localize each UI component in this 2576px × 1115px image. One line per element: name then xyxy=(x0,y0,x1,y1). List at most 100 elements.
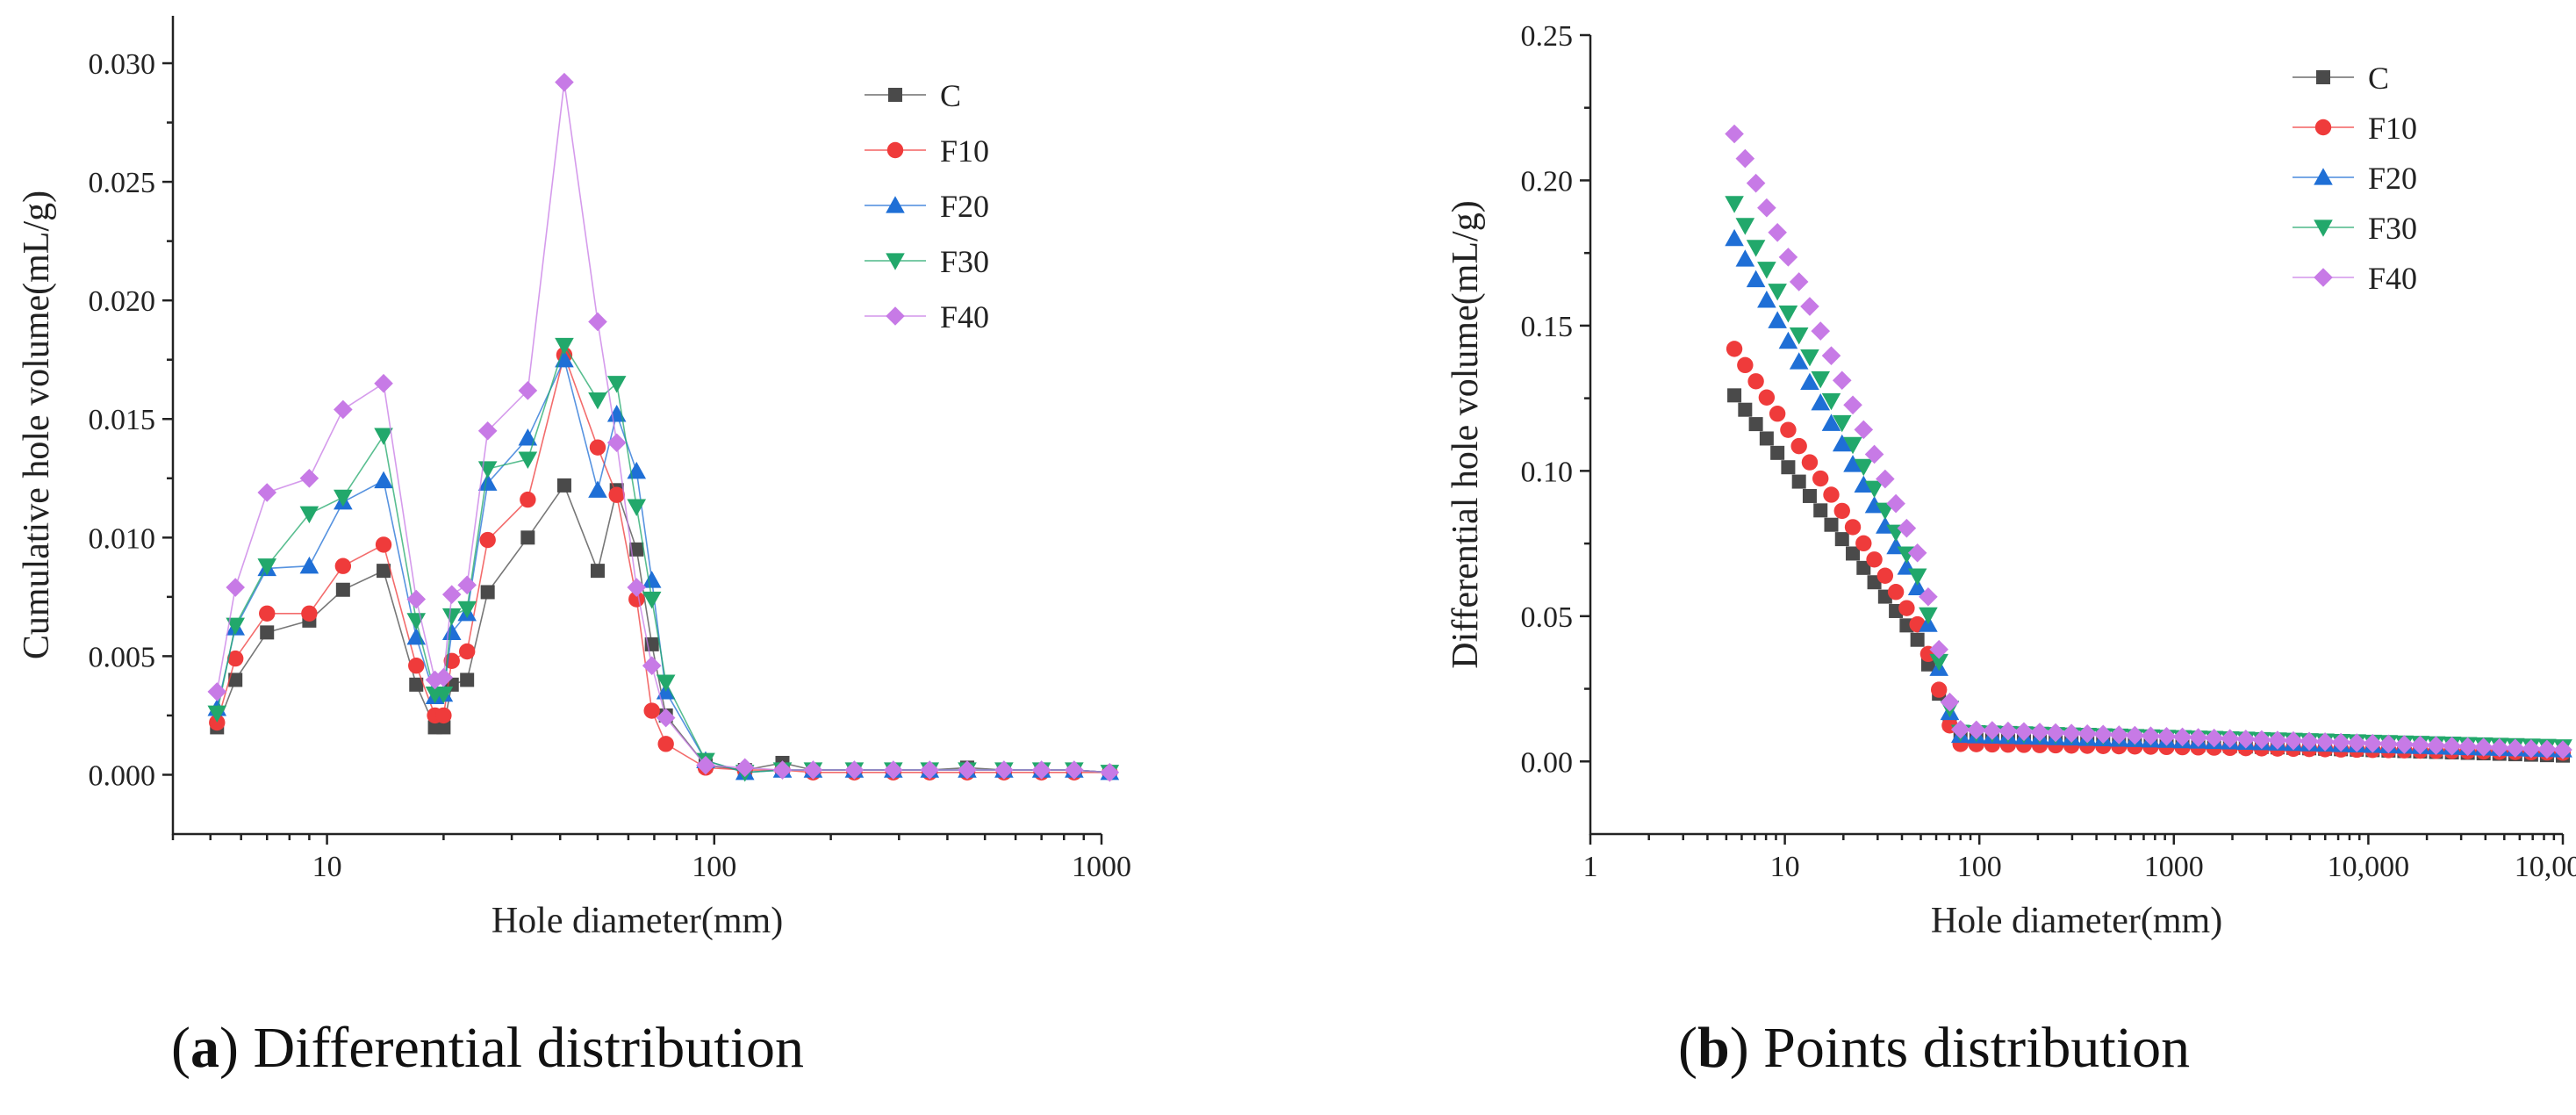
chart-b-point-f40 xyxy=(2141,726,2161,745)
chart-b-point-f40 xyxy=(2109,725,2129,745)
chart-a-point-f30 xyxy=(334,489,353,507)
chart-b-point-f20 xyxy=(1789,352,1809,370)
chart-b-point-c xyxy=(1748,417,1763,432)
chart-a-point-f40 xyxy=(884,760,903,780)
chart-b-point-c xyxy=(1910,632,1925,647)
chart-b-point-f40 xyxy=(2252,730,2271,750)
chart-a-point-f40 xyxy=(299,468,319,488)
chart-b-point-f10 xyxy=(1737,356,1754,374)
chart-b-point-f20 xyxy=(1757,291,1776,308)
chart-b-point-f40 xyxy=(2077,723,2098,744)
chart-b-legend-label: C xyxy=(2368,61,2389,96)
chart-b-point-c xyxy=(1738,402,1753,417)
chart-b-point-f30 xyxy=(1929,653,1948,672)
chart-b-point-f40 xyxy=(2284,730,2303,751)
chart-b-point-f20 xyxy=(1725,228,1744,247)
chart-b-legend-marker xyxy=(2314,168,2333,185)
chart-a-point-f10 xyxy=(589,439,606,456)
chart-b-point-f40 xyxy=(2442,736,2462,756)
chart-b-point-f40 xyxy=(1800,297,1819,316)
chart-a-point-f10 xyxy=(408,657,425,674)
chart-b-point-f40 xyxy=(2046,723,2065,743)
chart-a-point-f10 xyxy=(657,736,674,752)
chart-a-ytick-label: 0.010 xyxy=(89,522,156,555)
chart-a-legend: C F10 F20 F30 F40 xyxy=(865,78,989,334)
chart-b-point-f30 xyxy=(1746,240,1766,257)
chart-a-xtick-label: 1000 xyxy=(1072,851,1131,883)
chart-b-point-f40 xyxy=(2410,735,2430,755)
chart-b-point-f40 xyxy=(2379,734,2399,754)
chart-b-point-f10 xyxy=(1790,437,1807,455)
chart-b-xtick-label: 10,000 xyxy=(2328,851,2410,883)
chart-b-ylabel: Differential hole volume(mL/g) xyxy=(1446,200,1486,668)
chart-b-point-f40 xyxy=(2268,730,2287,750)
chart-b-point-f40 xyxy=(1821,346,1841,365)
chart-b-point-f40 xyxy=(1746,173,1766,193)
chart-a-point-f30 xyxy=(374,428,393,445)
chart-b-point-f10 xyxy=(1876,567,1894,584)
chart-b-point-f30 xyxy=(1757,262,1776,279)
chart-a-legend-label: F40 xyxy=(940,299,989,334)
chart-b-point-f30 xyxy=(1800,349,1819,367)
chart-b-point-f40 xyxy=(2473,737,2493,757)
chart-b-point-f20 xyxy=(1735,249,1755,267)
chart-a-point-f20 xyxy=(555,349,574,368)
chart-b-point-f10 xyxy=(1812,470,1829,487)
chart-a-point-f30 xyxy=(299,506,319,524)
chart-b-point-c xyxy=(1770,445,1785,460)
chart-a-point-f10 xyxy=(375,536,392,553)
chart-b-point-f20 xyxy=(1768,311,1787,328)
chart-b-point-c xyxy=(1856,560,1871,575)
chart-a-point-f20 xyxy=(518,428,538,446)
chart-a-point-f30 xyxy=(642,591,662,609)
chart-b-point-f30 xyxy=(1821,392,1841,411)
chart-a-point-f20 xyxy=(588,480,607,498)
chart-b-point-f40 xyxy=(2236,730,2256,749)
chart-a-point-f10 xyxy=(608,486,625,503)
chart-b-series-f20 xyxy=(1725,228,2572,758)
chart-a-point-f40 xyxy=(477,421,498,441)
chart-b-ytick-label: 0.15 xyxy=(1521,311,1574,343)
chart-b-point-f40 xyxy=(1843,395,1862,415)
chart-a-point-f10 xyxy=(643,702,660,719)
chart-a-point-f30 xyxy=(606,376,627,393)
chart-b-point-f20 xyxy=(1800,372,1819,391)
chart-b-legend-label: F40 xyxy=(2368,261,2417,296)
chart-b-point-f10 xyxy=(1844,519,1862,536)
chart-a-point-c xyxy=(335,582,350,597)
chart-b-point-f40 xyxy=(1811,321,1831,341)
chart-b-point-f10 xyxy=(1823,486,1840,503)
chart-a-point-f10 xyxy=(334,558,352,574)
chart-b-axes xyxy=(1589,35,2563,836)
chart-a-point-c xyxy=(556,478,571,493)
chart-b-point-f40 xyxy=(2394,735,2415,754)
chart-b-point-f40 xyxy=(2363,733,2383,753)
chart-b-point-f40 xyxy=(1864,444,1884,464)
chart-b-legend-marker xyxy=(2314,268,2333,287)
chart-a-point-f40 xyxy=(434,667,454,687)
chart-a-legend-label: F20 xyxy=(940,189,989,224)
chart-b-point-f40 xyxy=(1789,272,1809,291)
chart-a-point-c xyxy=(590,564,605,579)
chart-a-point-f40 xyxy=(257,483,277,502)
chart-b-legend-marker xyxy=(2316,70,2330,84)
chart-b-point-f40 xyxy=(1876,469,1895,489)
chart-a-point-f40 xyxy=(441,585,462,604)
chart-a-point-f30 xyxy=(588,392,607,410)
chart-b-point-f40 xyxy=(1832,370,1852,391)
chart-a-point-f10 xyxy=(479,531,496,549)
chart-b-point-f30 xyxy=(1789,327,1809,345)
chart-b-point-f10 xyxy=(1769,406,1786,422)
chart-b-point-f40 xyxy=(2062,723,2081,743)
chart-b-point-f30 xyxy=(1864,480,1884,499)
chart-b-point-c xyxy=(1824,517,1839,532)
chart-b-point-f40 xyxy=(1998,721,2018,741)
chart-b-point-f20 xyxy=(1746,270,1766,288)
chart-b-point-f10 xyxy=(1833,502,1850,520)
chart-b-point-f40 xyxy=(2172,727,2192,747)
chart-b-point-f40 xyxy=(1966,720,1986,740)
chart-b-xtick-label: 10 xyxy=(1770,851,1800,883)
chart-b-point-f40 xyxy=(1735,148,1755,169)
chart-a-point-f40 xyxy=(406,589,427,609)
chart-a-point-f40 xyxy=(844,760,865,780)
